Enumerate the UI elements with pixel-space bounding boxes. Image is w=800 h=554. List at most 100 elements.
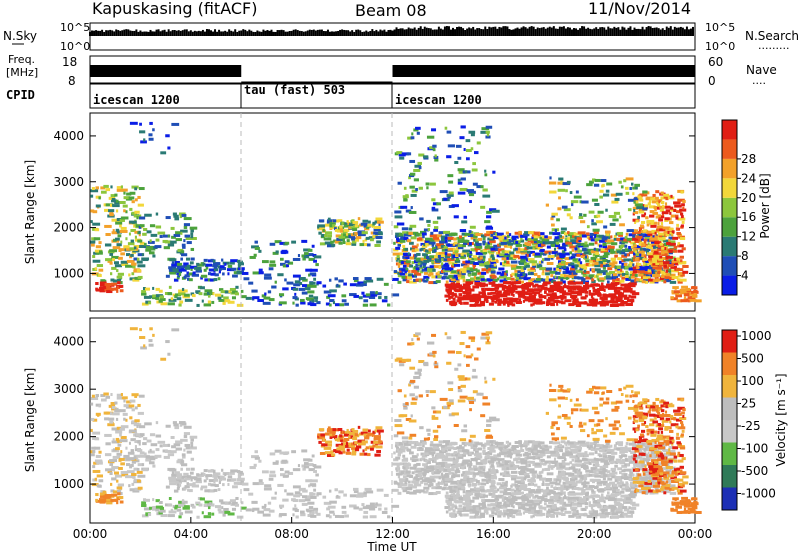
- velocity-cell: [91, 446, 96, 450]
- power-cell: [572, 258, 578, 262]
- power-cell: [486, 261, 492, 265]
- power-cell: [195, 290, 201, 294]
- velocity-cell: [131, 420, 138, 424]
- velocity-cell: [598, 489, 605, 493]
- power-cell: [456, 299, 462, 303]
- power-cell: [517, 281, 521, 285]
- power-cell: [100, 186, 106, 190]
- power-cell: [399, 238, 405, 242]
- power-cell: [434, 255, 440, 259]
- power-cell: [479, 298, 482, 302]
- power-cell: [673, 249, 678, 253]
- power-cell: [679, 255, 684, 259]
- power-cell: [659, 234, 663, 238]
- power-cell: [592, 286, 596, 290]
- velocity-cell: [580, 465, 589, 469]
- power-cell: [165, 134, 170, 138]
- power-cell: [140, 140, 147, 144]
- power-cell: [649, 210, 655, 214]
- velocity-cell: [341, 505, 347, 509]
- velocity-cell: [346, 428, 349, 432]
- power-cell: [348, 235, 356, 239]
- power-cell: [138, 230, 141, 234]
- power-cell: [455, 246, 460, 250]
- power-cell: [403, 233, 412, 237]
- power-cell: [359, 243, 365, 247]
- power-cell: [171, 235, 176, 239]
- velocity-cell: [336, 447, 343, 451]
- power-cell: [232, 274, 238, 278]
- power-cell: [366, 243, 371, 247]
- power-cell: [508, 284, 511, 288]
- velocity-cell: [493, 473, 497, 477]
- velocity-cell: [449, 487, 454, 491]
- velocity-cell: [190, 438, 194, 442]
- power-cell: [391, 293, 400, 297]
- velocity-cell: [116, 501, 119, 505]
- power-cell: [375, 291, 378, 295]
- velocity-cell: [318, 440, 322, 444]
- power-cell: [448, 261, 454, 265]
- velocity-cell: [189, 446, 197, 450]
- power-cell: [546, 275, 549, 279]
- velocity-cell: [482, 449, 486, 453]
- power-cell: [440, 235, 448, 239]
- velocity-cell: [228, 501, 232, 505]
- power-cell: [556, 295, 562, 299]
- power-cell: [647, 238, 651, 242]
- power-cell: [208, 268, 215, 272]
- power-cell: [506, 260, 510, 264]
- velocity-cell: [593, 457, 597, 461]
- velocity-cell: [606, 470, 611, 474]
- velocity-cell: [590, 460, 599, 464]
- power-cell: [188, 278, 193, 282]
- power-cell: [612, 275, 619, 279]
- velocity-cell: [252, 507, 260, 511]
- power-cell: [663, 230, 672, 234]
- power-cell: [647, 219, 655, 223]
- velocity-cell: [181, 475, 188, 479]
- velocity-cell: [464, 442, 473, 446]
- power-cell: [518, 280, 524, 284]
- power-cell: [507, 242, 513, 246]
- power-cell: [651, 249, 658, 253]
- power-cell: [143, 227, 148, 231]
- power-cell: [457, 244, 465, 248]
- power-cell: [493, 244, 501, 248]
- power-cell: [632, 234, 637, 238]
- velocity-cell: [426, 478, 435, 482]
- power-cell: [132, 265, 136, 269]
- velocity-cell: [158, 511, 163, 515]
- power-cell: [548, 251, 551, 255]
- power-cell: [129, 247, 135, 251]
- velocity-cell: [305, 463, 314, 467]
- velocity-cell: [264, 484, 272, 488]
- velocity-cell: [232, 501, 238, 505]
- power-cell: [669, 231, 674, 235]
- power-cell: [196, 303, 200, 307]
- power-cell: [462, 244, 466, 248]
- velocity-cell: [307, 458, 313, 462]
- velocity-cell: [327, 428, 334, 432]
- power-cell: [672, 259, 677, 263]
- power-cell: [616, 237, 622, 241]
- velocity-cell: [175, 447, 183, 451]
- velocity-cell: [480, 488, 485, 492]
- velocity-cell: [338, 490, 344, 494]
- velocity-cell: [530, 482, 533, 486]
- power-cell: [468, 230, 472, 234]
- velocity-cell: [443, 455, 449, 459]
- power-cell: [450, 278, 457, 282]
- velocity-cell: [178, 515, 182, 519]
- power-cell: [584, 255, 588, 259]
- power-cell: [489, 240, 496, 244]
- power-cell: [192, 271, 196, 275]
- power-cell: [119, 218, 125, 222]
- velocity-cell: [509, 461, 515, 465]
- velocity-cell: [412, 464, 415, 468]
- velocity-cell: [437, 481, 440, 485]
- velocity-cell: [182, 455, 186, 459]
- power-cell: [448, 286, 456, 290]
- power-cell: [454, 301, 457, 305]
- velocity-cell: [551, 453, 558, 457]
